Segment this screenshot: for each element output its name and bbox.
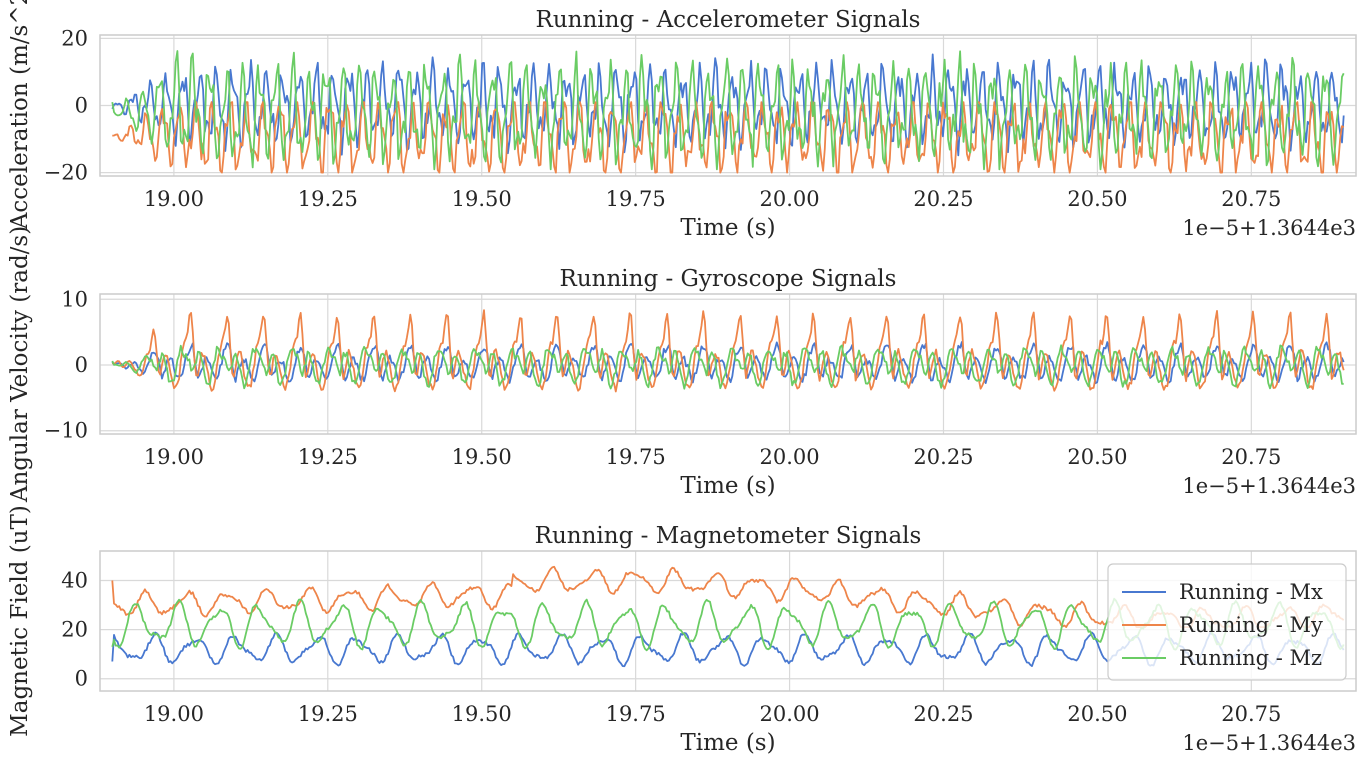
x-tick-label: 19.25 (298, 445, 358, 469)
axes-frame (99, 34, 1357, 177)
chart-title: Running - Accelerometer Signals (536, 7, 921, 33)
series-group (111, 309, 1345, 393)
y-tick-label: 0 (75, 353, 88, 377)
x-offset-label: 1e−5+1.3644e3 (1182, 216, 1356, 240)
x-tick-label: 20.50 (1067, 187, 1127, 211)
chart-title: Running - Gyroscope Signals (560, 266, 897, 292)
subplot-3: 19.00 19.25 19.50 19.75 20.00 20.25 20.50 20.75… (7, 505, 1357, 756)
x-tick-label: 19.50 (452, 702, 512, 726)
axes-frame (99, 293, 1357, 435)
series-line-2 (112, 101, 1345, 174)
x-tick-label: 19.75 (606, 702, 666, 726)
legend-box (1107, 563, 1347, 681)
x-tick-label: 20.50 (1067, 702, 1127, 726)
x-axis-label: Time (s) (680, 215, 775, 241)
x-axis-label: Time (s) (680, 730, 775, 756)
legend-entry: Running - My (1179, 613, 1323, 637)
y-axis-label: Acceleration (m/s^2) (7, 0, 33, 230)
x-tick-label: 20.25 (913, 187, 973, 211)
y-tick-label: −10 (44, 419, 88, 443)
x-tick-label: 19.00 (144, 445, 204, 469)
series-line-3 (111, 344, 1344, 390)
y-axis-label: Magnetic Field (uT) (7, 505, 33, 737)
x-tick-label: 19.50 (452, 187, 512, 211)
x-tick-label: 20.75 (1221, 702, 1281, 726)
y-tick-label: −20 (44, 161, 88, 185)
series-line-1 (111, 53, 1345, 157)
y-axis-label: Angular Velocity (rad/s) (7, 226, 33, 503)
subplot-1: 19.00 19.25 19.50 19.75 20.00 20.25 20.50 20.75… (7, 0, 1357, 241)
x-tick-label: 19.25 (298, 187, 358, 211)
series-line-2 (111, 309, 1345, 393)
y-tick-label: 20 (61, 618, 88, 642)
x-tick-label: 20.50 (1067, 445, 1127, 469)
legend-entry: Running - Mz (1179, 646, 1322, 670)
x-tick-label: 19.00 (144, 187, 204, 211)
subplot-2: 19.00 19.25 19.50 19.75 20.00 20.25 20.50 20.75… (7, 226, 1357, 503)
x-tick-label: 19.00 (144, 702, 204, 726)
series-group (111, 50, 1345, 174)
chart-title: Running - Magnetometer Signals (535, 523, 922, 549)
x-offset-label: 1e−5+1.3644e3 (1182, 474, 1356, 498)
x-tick-label: 19.50 (452, 445, 512, 469)
x-tick-label: 19.75 (606, 445, 666, 469)
x-tick-label: 20.25 (913, 445, 973, 469)
x-tick-label: 20.75 (1221, 445, 1281, 469)
x-offset-label: 1e−5+1.3644e3 (1182, 731, 1356, 755)
x-tick-label: 20.75 (1221, 187, 1281, 211)
series-line-3 (111, 50, 1345, 171)
x-tick-label: 19.25 (298, 702, 358, 726)
x-axis-label: Time (s) (680, 473, 775, 499)
x-tick-label: 20.25 (913, 702, 973, 726)
x-tick-label: 19.75 (606, 187, 666, 211)
y-tick-label: 20 (61, 26, 88, 50)
axes-frame (99, 550, 1357, 692)
y-tick-label: 0 (75, 94, 88, 118)
x-tick-label: 20.00 (760, 187, 820, 211)
x-tick-label: 20.00 (760, 702, 820, 726)
legend: Running - Mx Running - My Running - Mz (1107, 563, 1347, 681)
y-tick-label: 10 (61, 287, 88, 311)
y-tick-label: 40 (61, 568, 88, 592)
x-tick-label: 20.00 (760, 445, 820, 469)
y-tick-label: 0 (75, 667, 88, 691)
legend-entry: Running - Mx (1179, 580, 1323, 604)
